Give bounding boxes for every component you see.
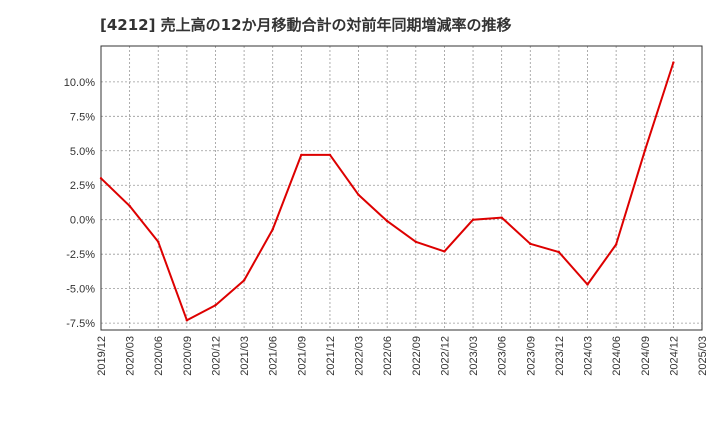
x-tick-label: 2024/06 <box>611 336 623 376</box>
x-tick-label: 2025/03 <box>697 336 709 376</box>
x-tick-label: 2024/12 <box>668 336 680 376</box>
x-tick-label: 2020/06 <box>153 336 165 376</box>
data-point <box>271 228 274 231</box>
x-tick-label: 2019/12 <box>96 336 108 376</box>
x-tick-label: 2022/03 <box>354 336 366 376</box>
chart-title: [4212] 売上高の12か月移動合計の対前年同期増減率の推移 <box>100 16 512 34</box>
data-point <box>614 243 618 246</box>
x-tick-label: 2020/03 <box>125 336 137 376</box>
data-point <box>357 193 360 197</box>
x-tick-label: 2023/03 <box>468 336 480 376</box>
x-tick-label: 2022/12 <box>439 336 451 376</box>
y-tick-label: 7.5% <box>70 111 95 123</box>
data-point <box>672 61 675 64</box>
y-tick-label: 5.0% <box>70 146 95 158</box>
y-tick-label: -7.5% <box>66 318 95 330</box>
data-point <box>300 153 303 157</box>
data-point <box>443 250 446 253</box>
data-point <box>414 240 418 243</box>
x-tick-label: 2022/06 <box>382 336 394 376</box>
data-point <box>385 219 389 223</box>
data-point <box>529 242 532 246</box>
x-tick-label: 2024/09 <box>640 336 652 376</box>
data-point <box>643 149 646 152</box>
x-tick-label: 2021/03 <box>239 336 251 376</box>
x-tick-label: 2020/12 <box>210 336 222 376</box>
plot-frame <box>100 45 703 331</box>
x-tick-label: 2020/09 <box>182 336 194 376</box>
data-point <box>128 204 131 208</box>
y-tick-label: -5.0% <box>66 284 95 296</box>
data-point <box>471 218 475 221</box>
y-tick-label: -2.5% <box>66 249 95 261</box>
data-point <box>99 177 103 180</box>
data-point <box>586 283 589 286</box>
data-point <box>157 240 160 243</box>
x-tick-label: 2023/12 <box>554 336 566 376</box>
x-tick-label: 2023/09 <box>525 336 537 376</box>
data-point <box>185 319 189 322</box>
data-point <box>328 153 332 157</box>
y-tick-label: 10.0% <box>64 77 95 89</box>
x-tick-label: 2021/06 <box>268 336 280 376</box>
x-tick-label: 2024/03 <box>583 336 595 376</box>
y-tick-label: 2.5% <box>70 180 95 192</box>
data-point <box>242 279 246 282</box>
data-point <box>214 303 217 307</box>
data-point <box>500 216 503 219</box>
data-point <box>557 250 561 254</box>
x-tick-label: 2021/12 <box>325 336 337 376</box>
plot-area <box>101 46 702 330</box>
x-tick-label: 2023/06 <box>497 336 509 376</box>
x-tick-label: 2022/09 <box>411 336 423 376</box>
x-tick-label: 2021/09 <box>296 336 308 376</box>
y-tick-label: 0.0% <box>70 215 95 227</box>
